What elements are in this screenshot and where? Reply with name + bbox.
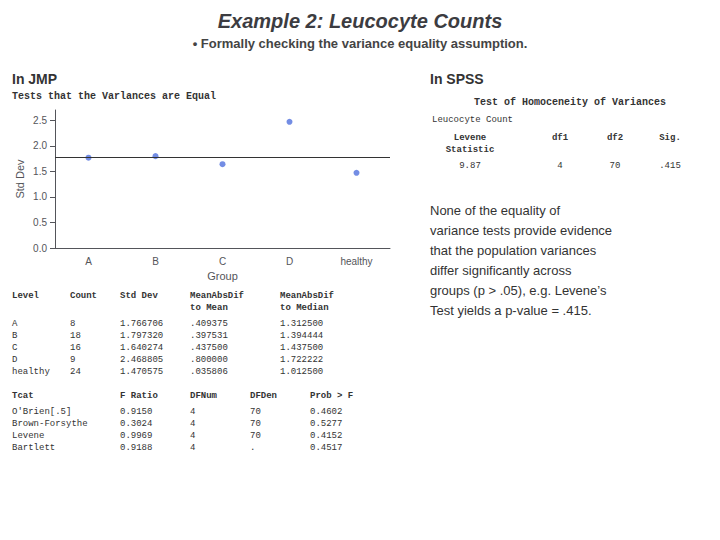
svg-text:4: 4 <box>557 161 562 171</box>
svg-text:D: D <box>12 355 17 365</box>
svg-text:1.722222: 1.722222 <box>280 355 323 365</box>
svg-text:18: 18 <box>70 331 81 341</box>
svg-text:1.470575: 1.470575 <box>120 367 163 377</box>
svg-text:70: 70 <box>610 161 621 171</box>
svg-text:1.5: 1.5 <box>33 166 47 177</box>
svg-text:70: 70 <box>250 419 261 429</box>
svg-text:2.0: 2.0 <box>33 140 47 151</box>
svg-text:70: 70 <box>250 407 261 417</box>
svg-text:differ significantly across: differ significantly across <box>430 263 572 278</box>
svg-text:1.437500: 1.437500 <box>280 343 323 353</box>
svg-text:9: 9 <box>70 355 75 365</box>
svg-text:Example 2: Leucocyte Counts: Example 2: Leucocyte Counts <box>218 10 503 32</box>
svg-text:1.766706: 1.766706 <box>120 319 163 329</box>
svg-text:df2: df2 <box>607 133 623 143</box>
svg-text:healthy: healthy <box>12 367 50 377</box>
svg-text:B: B <box>152 256 159 267</box>
svg-text:.415: .415 <box>659 161 681 171</box>
svg-text:.409375: .409375 <box>190 319 228 329</box>
svg-text:Brown-Forsythe: Brown-Forsythe <box>12 419 88 429</box>
svg-text:Prob > F: Prob > F <box>310 391 353 401</box>
svg-text:0.9150: 0.9150 <box>120 407 152 417</box>
svg-text:B: B <box>12 331 18 341</box>
svg-text:Statistic: Statistic <box>446 145 495 155</box>
svg-text:Std Dev: Std Dev <box>120 291 158 301</box>
svg-text:df1: df1 <box>552 133 569 143</box>
svg-text:4: 4 <box>190 407 195 417</box>
svg-text:0.5277: 0.5277 <box>310 419 342 429</box>
svg-text:70: 70 <box>250 431 261 441</box>
svg-text:D: D <box>286 256 293 267</box>
svg-text:0.9969: 0.9969 <box>120 431 152 441</box>
svg-text:Levene: Levene <box>454 133 486 143</box>
svg-text:0.4517: 0.4517 <box>310 443 342 453</box>
svg-text:8: 8 <box>70 319 75 329</box>
svg-text:to Median: to Median <box>280 303 329 313</box>
svg-text:.800000: .800000 <box>190 355 228 365</box>
svg-text:0.3024: 0.3024 <box>120 419 152 429</box>
svg-text:to Mean: to Mean <box>190 303 228 313</box>
svg-text:Level: Level <box>12 291 40 301</box>
svg-text:2.468805: 2.468805 <box>120 355 163 365</box>
svg-text:4: 4 <box>190 431 195 441</box>
svg-text:4: 4 <box>190 419 195 429</box>
svg-text:that the population variances: that the population variances <box>430 243 597 258</box>
svg-text:In SPSS: In SPSS <box>430 71 484 87</box>
svg-text:.: . <box>250 443 255 453</box>
svg-text:.035806: .035806 <box>190 367 228 377</box>
svg-text:Sig.: Sig. <box>659 133 681 143</box>
svg-text:F Ratio: F Ratio <box>120 391 158 401</box>
svg-text:1.0: 1.0 <box>33 191 47 202</box>
svg-text:16: 16 <box>70 343 81 353</box>
svg-text:None of the equality of: None of the equality of <box>430 203 560 218</box>
svg-text:A: A <box>12 319 18 329</box>
svg-text:Bartlett: Bartlett <box>12 443 55 453</box>
svg-text:1.640274: 1.640274 <box>120 343 163 353</box>
svg-text:• Formally checking the varian: • Formally checking the variance equalit… <box>193 36 528 51</box>
svg-text:MeanAbsDif: MeanAbsDif <box>280 291 334 301</box>
svg-text:Group: Group <box>207 270 238 282</box>
svg-text:C: C <box>219 256 226 267</box>
svg-text:1.012500: 1.012500 <box>280 367 323 377</box>
svg-text:C: C <box>12 343 18 353</box>
svg-text:A: A <box>85 256 92 267</box>
svg-text:Count: Count <box>70 291 97 301</box>
svg-text:DFNum: DFNum <box>190 391 218 401</box>
svg-text:0.4152: 0.4152 <box>310 431 342 441</box>
svg-text:Test of Homoceneity of Varianc: Test of Homoceneity of Variances <box>474 97 666 108</box>
svg-text:0.9188: 0.9188 <box>120 443 152 453</box>
svg-text:variance tests provide evidenc: variance tests provide evidence <box>430 223 612 238</box>
svg-text:0.5: 0.5 <box>33 217 47 228</box>
svg-text:.437500: .437500 <box>190 343 228 353</box>
svg-text:groups (p > .05), e.g. Levene’: groups (p > .05), e.g. Levene’s <box>430 283 607 298</box>
svg-text:4: 4 <box>190 443 195 453</box>
svg-text:MeanAbsDif: MeanAbsDif <box>190 291 244 301</box>
svg-text:1.394444: 1.394444 <box>280 331 323 341</box>
svg-text:Tcat: Tcat <box>12 391 34 401</box>
svg-text:24: 24 <box>70 367 81 377</box>
svg-text:0.4602: 0.4602 <box>310 407 342 417</box>
svg-text:O'Brien[.5]: O'Brien[.5] <box>12 407 71 417</box>
svg-text:1.312500: 1.312500 <box>280 319 323 329</box>
svg-text:Std Dev: Std Dev <box>14 159 26 199</box>
svg-text:9.87: 9.87 <box>459 161 481 171</box>
svg-text:Leucocyte Count: Leucocyte Count <box>432 115 513 125</box>
svg-text:2.5: 2.5 <box>33 115 47 126</box>
svg-text:In JMP: In JMP <box>12 71 57 87</box>
svg-text:Test yields a p-value = .415.: Test yields a p-value = .415. <box>430 303 592 318</box>
svg-text:Tests that the Varlances are E: Tests that the Varlances are Equal <box>12 91 216 102</box>
svg-text:healthy: healthy <box>340 256 372 267</box>
svg-text:1.797320: 1.797320 <box>120 331 163 341</box>
svg-text:Levene: Levene <box>12 431 44 441</box>
svg-text:DFDen: DFDen <box>250 391 277 401</box>
svg-text:0.0: 0.0 <box>33 243 47 254</box>
svg-text:.397531: .397531 <box>190 331 228 341</box>
